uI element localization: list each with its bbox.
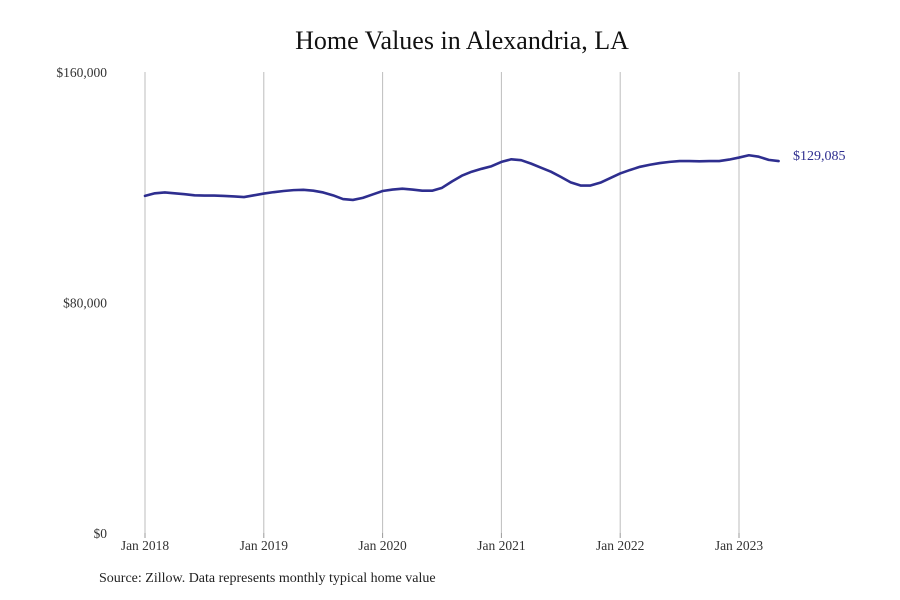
- end-value-label: $129,085: [793, 149, 846, 164]
- y-tick-label: $80,000: [63, 296, 107, 311]
- source-note: Source: Zillow. Data represents monthly …: [99, 571, 436, 586]
- x-tick-label: Jan 2021: [477, 538, 525, 553]
- x-tick-label: Jan 2023: [715, 538, 764, 553]
- series-line: [143, 153, 780, 202]
- end-value-label-group: $129,085: [793, 149, 846, 164]
- y-tick-label: $160,000: [56, 65, 107, 80]
- chart-title: Home Values in Alexandria, LA: [295, 26, 629, 55]
- x-axis-labels: Jan 2018 Jan 2019 Jan 2020 Jan 2021 Jan 2022…: [121, 538, 764, 553]
- y-tick-label: $0: [94, 526, 108, 541]
- x-tick-label: Jan 2019: [240, 538, 289, 553]
- x-tick-label: Jan 2018: [121, 538, 170, 553]
- y-axis-labels: $0 $80,000 $160,000: [56, 65, 107, 541]
- series-line-group: [143, 153, 780, 202]
- x-tick-label: Jan 2022: [596, 538, 644, 553]
- x-tick-label: Jan 2020: [358, 538, 407, 553]
- gridlines: [144, 72, 740, 538]
